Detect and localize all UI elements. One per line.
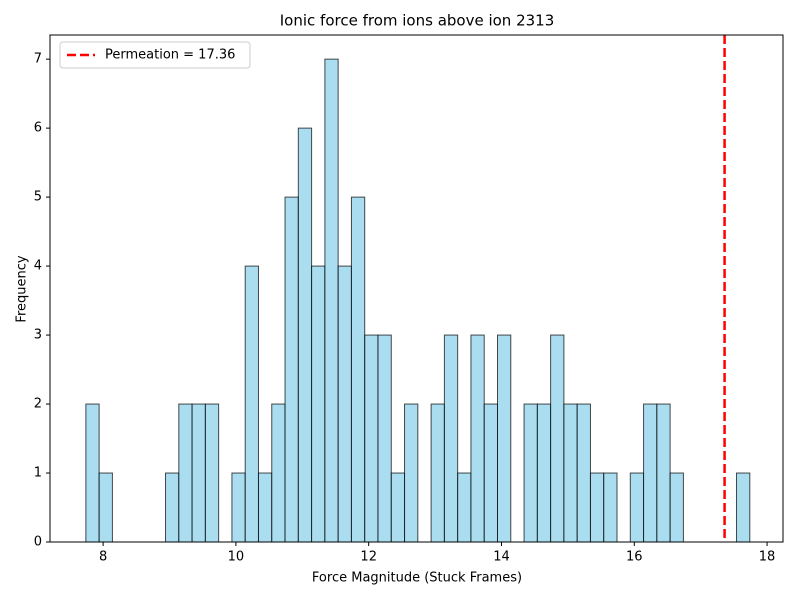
- bar: [603, 472, 618, 543]
- legend-box: [59, 41, 251, 69]
- bar: [443, 334, 459, 543]
- bar: [98, 472, 113, 543]
- bar: [297, 127, 313, 543]
- bar: [271, 403, 286, 543]
- bar: [550, 334, 565, 543]
- bar: [350, 196, 366, 543]
- bar: [337, 265, 352, 543]
- frame: [49, 34, 784, 543]
- legend-label: Permeation = 17.36: [105, 48, 235, 63]
- y-tick-label: 7: [34, 52, 42, 67]
- bar: [736, 472, 751, 543]
- bar: [497, 334, 512, 543]
- chart-title: Ionic force from ions above ion 2313: [280, 12, 555, 30]
- bar: [284, 196, 299, 543]
- bar: [523, 403, 538, 543]
- x-tick-label: 14: [493, 550, 510, 565]
- bar: [244, 265, 259, 543]
- bar: [204, 403, 220, 543]
- bar: [178, 403, 193, 543]
- y-tick-label: 2: [34, 397, 42, 412]
- y-tick-label: 3: [34, 328, 42, 343]
- x-tick-label: 16: [626, 550, 643, 565]
- bar: [483, 403, 499, 543]
- bar: [324, 58, 339, 543]
- bar: [656, 403, 671, 543]
- bar: [404, 403, 419, 543]
- y-tick-label: 0: [34, 535, 42, 550]
- bar: [377, 334, 392, 543]
- bar: [231, 472, 246, 543]
- x-tick-label: 10: [228, 550, 245, 565]
- x-tick-label: 8: [99, 550, 107, 565]
- bar: [364, 334, 379, 543]
- bar: [536, 403, 552, 543]
- bar: [589, 472, 605, 543]
- x-tick-label: 12: [360, 550, 377, 565]
- y-tick-label: 6: [34, 121, 42, 136]
- bar: [430, 403, 445, 543]
- y-tick-label: 5: [34, 190, 42, 205]
- bar: [311, 265, 326, 543]
- bar: [165, 472, 180, 543]
- bar: [643, 403, 658, 543]
- bar: [457, 472, 472, 543]
- bar: [629, 472, 645, 543]
- bar: [191, 403, 206, 543]
- bar: [669, 472, 684, 543]
- x-tick-label: 18: [759, 550, 776, 565]
- bar: [563, 403, 578, 543]
- y-tick-label: 1: [34, 466, 42, 481]
- x-axis-label: Force Magnitude (Stuck Frames): [312, 571, 522, 586]
- bar: [257, 472, 273, 543]
- y-tick-label: 4: [34, 259, 42, 274]
- bar: [470, 334, 485, 543]
- bar: [576, 403, 591, 543]
- y-axis-label: Frequency: [15, 255, 30, 322]
- bar: [390, 472, 406, 543]
- bar: [85, 403, 100, 543]
